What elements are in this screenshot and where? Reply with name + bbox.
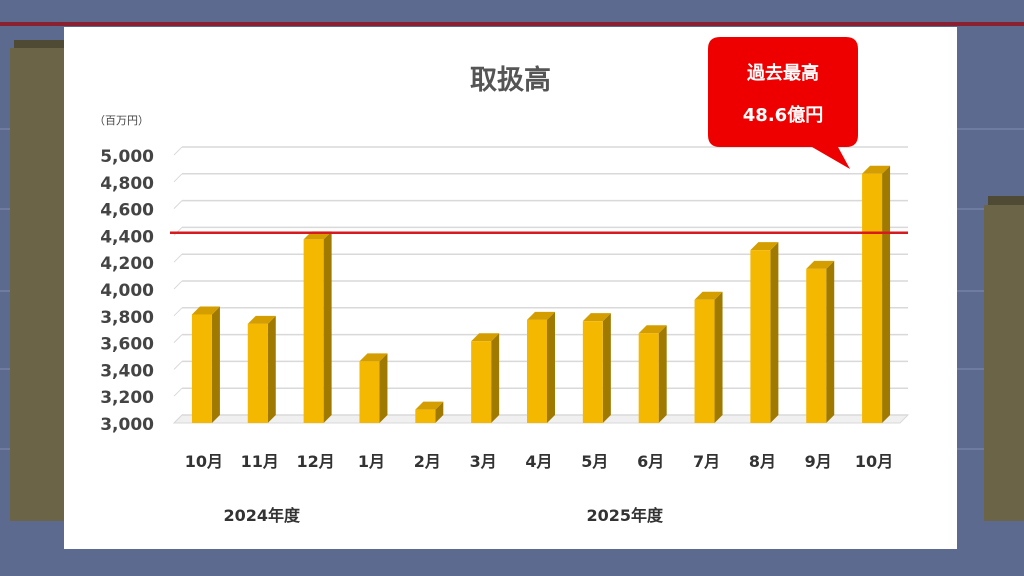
gridline-depth [173,334,183,343]
background-top-line [0,22,1024,26]
x-tick-label: 10月 [855,452,893,471]
bar [247,323,268,423]
bar-top [359,353,388,362]
bar-side [379,353,388,423]
bar [750,250,771,423]
x-tick-label: 7月 [693,452,720,471]
chart-plot-area: 5,000 4,800 4,600 4,400 4,200 4,000 3,800 3,600… [100,146,910,525]
bar [806,268,827,423]
bar [527,319,547,423]
bar-top [638,325,667,334]
bar-side [658,325,667,423]
bar [582,321,603,423]
x-tick-label: 1月 [358,452,385,471]
gridline-depth [173,146,183,156]
x-tick-label: 11月 [241,452,279,471]
y-tick-label: 4,800 [100,174,154,194]
x-tick-label: 9月 [805,452,832,471]
bar [191,314,212,423]
callout-line-1: 過去最高 [747,63,819,84]
bar [303,239,324,423]
group-label: 2025年度 [586,506,664,525]
gridline-depth [173,227,183,236]
x-tick-label: 2月 [414,452,441,471]
bar-top [750,242,779,251]
x-tick-label: 4月 [525,452,552,471]
gridline-depth [173,200,183,209]
bar-side [882,165,891,423]
y-tick-label: 3,600 [100,335,154,355]
y-tick-label: 4,200 [100,254,154,274]
x-tick-label: 12月 [296,452,334,471]
bar-top [415,401,444,410]
y-tick-label: 3,200 [100,388,154,408]
bar-top [527,311,555,320]
bar-side [547,311,555,423]
bar-top [247,315,276,324]
bar-side [267,315,276,423]
bar [862,173,883,423]
bar [415,409,436,423]
x-tick-label: 5月 [581,452,608,471]
y-tick-label: 3,800 [100,308,154,328]
bar-top [191,306,220,315]
bar-side [491,333,500,423]
y-tick-label: 5,000 [100,147,154,167]
bar-side [714,291,723,423]
bar-top [806,260,835,269]
gridline-depth [173,387,183,397]
gridline-depth [173,280,183,290]
background-bar-top [988,196,1024,206]
bar-side [211,306,220,423]
bar-side [826,260,835,423]
bar [638,333,659,423]
y-tick-label: 3,000 [100,415,154,435]
chart-title: 取扱高 [470,65,551,96]
y-tick-label: 4,600 [100,201,154,221]
bar-top [471,333,500,342]
gridline-depth [173,414,183,424]
gridline-depth [173,307,183,317]
bar-side [770,242,779,423]
bar [359,361,380,423]
y-tick-label: 4,400 [100,227,154,247]
gridline-depth [173,361,183,370]
gridline-depth [173,253,183,263]
x-tick-label: 8月 [749,452,776,471]
chart-panel: 取扱高 （百万円） 5,000 4,800 4,600 4,400 4,200 4,000… [64,27,957,549]
record-high-callout: 過去最高 48.6億円 [708,37,858,169]
bar-side [435,401,444,423]
bar [471,341,492,423]
bar [694,299,715,423]
bar-top [694,291,723,300]
bar-top [862,165,891,174]
y-tick-label: 3,400 [100,361,154,381]
callout-line-2: 48.6億円 [742,105,824,126]
background-bar [984,205,1024,521]
callout-bubble [708,37,858,169]
group-label: 2024年度 [223,506,301,525]
background-bar [10,48,64,521]
bar-side [323,231,332,423]
y-tick-label: 4,000 [100,281,154,301]
x-tick-label: 3月 [470,452,497,471]
y-axis-unit-label: （百万円） [94,114,149,127]
x-tick-label: 10月 [185,452,223,471]
bar-side [602,313,611,423]
gridline-depth [173,173,183,183]
x-tick-label: 6月 [637,452,664,471]
background-bar-top [14,40,66,50]
bar-top [582,313,611,322]
